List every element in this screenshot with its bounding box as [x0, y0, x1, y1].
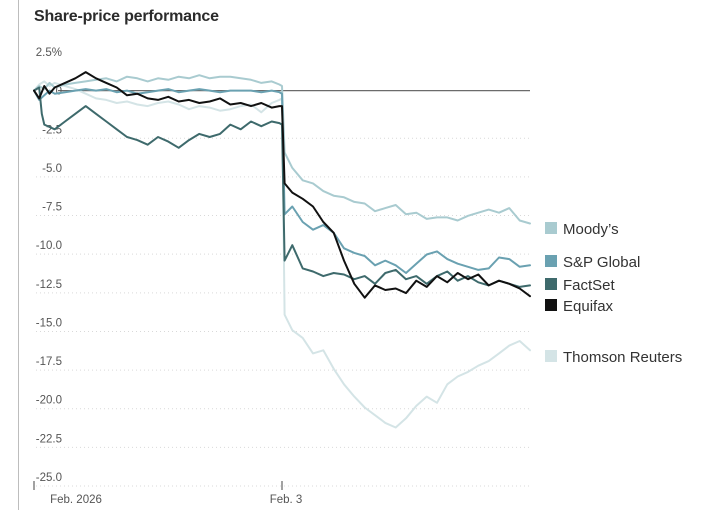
series-line-moody-s	[33, 74, 531, 225]
y-tick-label: -7.5	[42, 202, 62, 214]
series-line-s-p-global	[33, 88, 531, 274]
series-lines	[33, 71, 531, 429]
y-tick-label: 2.5%	[36, 47, 62, 59]
y-tick-label: -12.5	[36, 279, 62, 291]
series-line-thomson-reuters	[33, 80, 531, 429]
y-tick-label: -20.0	[36, 395, 62, 407]
y-tick-label: -17.5	[36, 356, 62, 368]
legend-swatch-thomson-reuters	[545, 350, 557, 362]
legend-label-moody-s: Moody’s	[563, 221, 619, 238]
legend-label-thomson-reuters: Thomson Reuters	[563, 349, 682, 366]
legend-swatch-factset	[545, 278, 557, 290]
legend: Moody’s S&P Global FactSet Equifax Thomson R…	[545, 221, 682, 366]
series-line-equifax	[33, 71, 531, 299]
y-tick-label: -5.0	[42, 163, 62, 175]
x-tick-label: Feb. 2026	[50, 494, 102, 506]
legend-label-factset: FactSet	[563, 277, 616, 294]
chart-title: Share-price performance	[34, 8, 219, 25]
y-tick-label: 0	[56, 86, 62, 98]
series-line-factset	[33, 86, 531, 288]
legend-swatch-equifax	[545, 299, 557, 311]
gridlines	[36, 90, 530, 487]
left-border-rule	[18, 0, 19, 510]
legend-label-s-p-global: S&P Global	[563, 254, 640, 271]
legend-swatch-moody-s	[545, 222, 557, 234]
axis-ticks: 2.5%0-2.5-5.0-7.5-10.0-12.5-15.0-17.5-20…	[33, 47, 303, 506]
y-tick-label: -10.0	[36, 240, 62, 252]
y-tick-label: -25.0	[36, 472, 62, 484]
y-tick-label: -22.5	[36, 433, 62, 445]
y-tick-label: -15.0	[36, 317, 62, 329]
x-tick-label: Feb. 3	[270, 494, 303, 506]
legend-label-equifax: Equifax	[563, 298, 614, 315]
legend-swatch-s-p-global	[545, 255, 557, 267]
